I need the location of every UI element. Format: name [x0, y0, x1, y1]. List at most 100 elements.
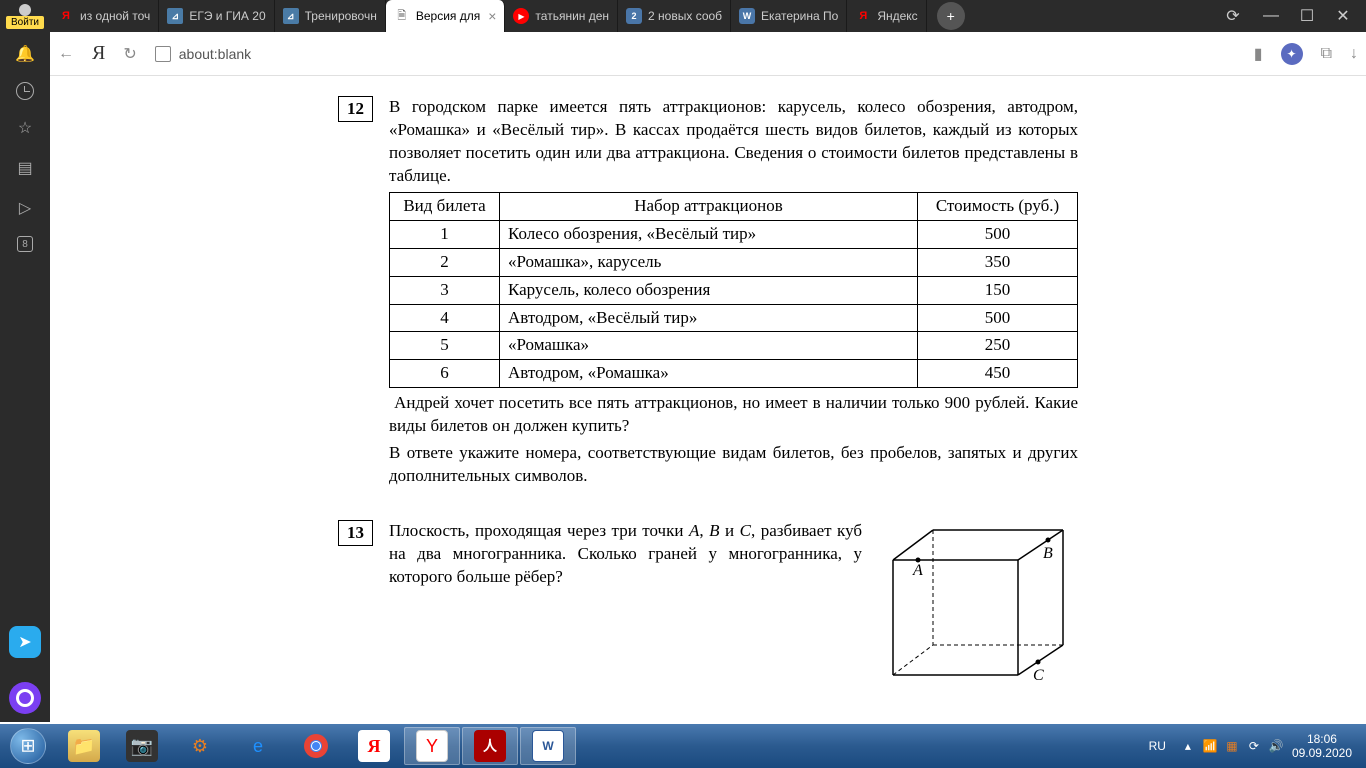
problem-number: 13	[338, 520, 373, 546]
point-b-label: B	[1043, 545, 1053, 562]
table-header: Набор аттракционов	[500, 192, 918, 220]
tab-label: из одной точ	[80, 9, 150, 23]
yandex-icon: Я	[855, 8, 871, 24]
table-cell: Карусель, колесо обозрения	[500, 276, 918, 304]
tab-label: татьянин ден	[535, 9, 609, 23]
clock-time: 18:06	[1292, 732, 1352, 746]
bell-icon[interactable]: 🔔	[13, 42, 37, 66]
point-c-label: C	[1033, 667, 1044, 684]
taskbar-item-yandex-browser[interactable]: Y	[404, 727, 460, 765]
network-icon[interactable]: 📶	[1202, 738, 1218, 754]
window-controls: — ☐ ✕	[1262, 7, 1352, 25]
table-cell: «Ромашка»	[500, 332, 918, 360]
problem-number: 12	[338, 96, 373, 122]
tab-6[interactable]: W Екатерина По	[731, 0, 847, 32]
close-icon[interactable]: ✕	[1334, 7, 1352, 25]
table-cell: 500	[918, 304, 1078, 332]
taskbar-items: 📁 📷 ⚙ e Я Y 人 W	[56, 727, 576, 765]
reload-button[interactable]: ↻	[123, 44, 136, 64]
table-cell: 500	[918, 220, 1078, 248]
reader-icon[interactable]: ⧉	[1321, 45, 1332, 63]
taskbar-item-adobe[interactable]: 人	[462, 727, 518, 765]
table-row: 4 Автодром, «Весёлый тир» 500	[390, 304, 1078, 332]
alice-icon[interactable]	[9, 682, 41, 714]
taskbar-item-ie[interactable]: e	[230, 727, 286, 765]
keyboard-icon[interactable]: 8	[17, 236, 33, 252]
tab-7[interactable]: Я Яндекс	[847, 0, 926, 32]
play-icon[interactable]: ▷	[13, 196, 37, 220]
table-cell: Колесо обозрения, «Весёлый тир»	[500, 220, 918, 248]
show-hidden-icon[interactable]: ▴	[1180, 738, 1196, 754]
table-cell: Автодром, «Весёлый тир»	[500, 304, 918, 332]
problem-12: 12 В городском парке имеется пять аттрак…	[338, 96, 1078, 492]
tab-2[interactable]: ⊿ Тренировочн	[275, 0, 386, 32]
url-text: about:blank	[179, 46, 251, 62]
problem-text: Плоскость, проходящая через три точки A,…	[389, 520, 862, 589]
windows-taskbar: 📁 📷 ⚙ e Я Y 人 W RU ▴ 📶 ▦ ⟳ 🔊 18:06 09.09…	[0, 724, 1366, 768]
back-button[interactable]: ←	[58, 45, 74, 63]
new-tab-button[interactable]: +	[937, 2, 965, 30]
tab-0[interactable]: Я из одной точ	[50, 0, 159, 32]
taskbar-item-chrome[interactable]	[288, 727, 344, 765]
titlebar-controls: ⟳ — ☐ ✕	[1210, 7, 1366, 25]
youtube-icon: ▶	[513, 8, 529, 24]
telegram-icon[interactable]: ➤	[9, 626, 41, 658]
language-indicator[interactable]: RU	[1149, 739, 1166, 753]
table-cell: 250	[918, 332, 1078, 360]
start-button[interactable]	[4, 727, 52, 765]
action-center-icon[interactable]: ▦	[1224, 738, 1240, 754]
tab-label: Тренировочн	[305, 9, 377, 23]
login-button[interactable]: Войти	[6, 16, 44, 29]
cube-diagram: A B C	[878, 520, 1078, 700]
windows-orb-icon	[10, 728, 46, 764]
address-bar: ← Я ↻ about:blank ▮ ✦ ⧉ ↓	[50, 32, 1366, 76]
table-cell: «Ромашка», карусель	[500, 248, 918, 276]
tray-icons: ▴ 📶 ▦ ⟳ 🔊	[1180, 738, 1284, 754]
volume-icon[interactable]: 🔊	[1268, 738, 1284, 754]
taskbar-item-camera[interactable]: 📷	[114, 727, 170, 765]
close-icon[interactable]: ×	[488, 8, 496, 24]
notification-badge-icon: 2	[626, 8, 642, 24]
tab-label: Екатерина По	[761, 9, 838, 23]
star-icon[interactable]: ☆	[13, 116, 37, 140]
table-cell: 450	[918, 360, 1078, 388]
bookmark-icon[interactable]: ▮	[1254, 44, 1263, 64]
taskbar-item-yandex[interactable]: Я	[346, 727, 402, 765]
problem-body: В городском парке имеется пять аттракцио…	[389, 96, 1078, 492]
minimize-icon[interactable]: —	[1262, 7, 1280, 25]
problem-text: Андрей хочет посетить все пять аттракцио…	[389, 392, 1078, 438]
table-cell: 4	[390, 304, 500, 332]
tab-4[interactable]: ▶ татьянин ден	[505, 0, 618, 32]
yandex-icon: Я	[58, 8, 74, 24]
user-avatar-section[interactable]: Войти	[0, 0, 50, 32]
table-cell: Автодром, «Ромашка»	[500, 360, 918, 388]
tab-label: Версия для	[416, 9, 480, 23]
url-display[interactable]: about:blank	[155, 46, 251, 62]
table-cell: 6	[390, 360, 500, 388]
problem-text: В ответе укажите номера, соответствующие…	[389, 442, 1078, 488]
tab-label: ЕГЭ и ГИА 20	[189, 9, 265, 23]
tab-1[interactable]: ⊿ ЕГЭ и ГИА 20	[159, 0, 274, 32]
taskbar-item-word[interactable]: W	[520, 727, 576, 765]
updates-icon[interactable]: ⟳	[1246, 738, 1262, 754]
download-icon[interactable]: ↓	[1350, 45, 1358, 63]
table-header-row: Вид билета Набор аттракционов Стоимость …	[390, 192, 1078, 220]
tab-3-active[interactable]: 🗎 Версия для ×	[386, 0, 506, 32]
clock[interactable]: 18:06 09.09.2020	[1292, 732, 1352, 761]
problem-body: Плоскость, проходящая через три точки A,…	[389, 520, 1078, 700]
extensions-icon[interactable]: ✦	[1281, 43, 1303, 65]
table-cell: 350	[918, 248, 1078, 276]
reshu-icon: ⊿	[283, 8, 299, 24]
taskbar-item-settings[interactable]: ⚙	[172, 727, 228, 765]
collections-icon[interactable]: ▤	[13, 156, 37, 180]
maximize-icon[interactable]: ☐	[1298, 7, 1316, 25]
table-row: 1 Колесо обозрения, «Весёлый тир» 500	[390, 220, 1078, 248]
yandex-home-icon[interactable]: Я	[92, 42, 105, 65]
vk-icon: W	[739, 8, 755, 24]
tab-5[interactable]: 2 2 новых сооб	[618, 0, 731, 32]
page-content[interactable]: 12 В городском парке имеется пять аттрак…	[50, 76, 1366, 724]
sync-icon[interactable]: ⟳	[1224, 7, 1242, 25]
history-icon[interactable]	[16, 82, 34, 100]
taskbar-item-explorer[interactable]: 📁	[56, 727, 112, 765]
table-header: Вид билета	[390, 192, 500, 220]
